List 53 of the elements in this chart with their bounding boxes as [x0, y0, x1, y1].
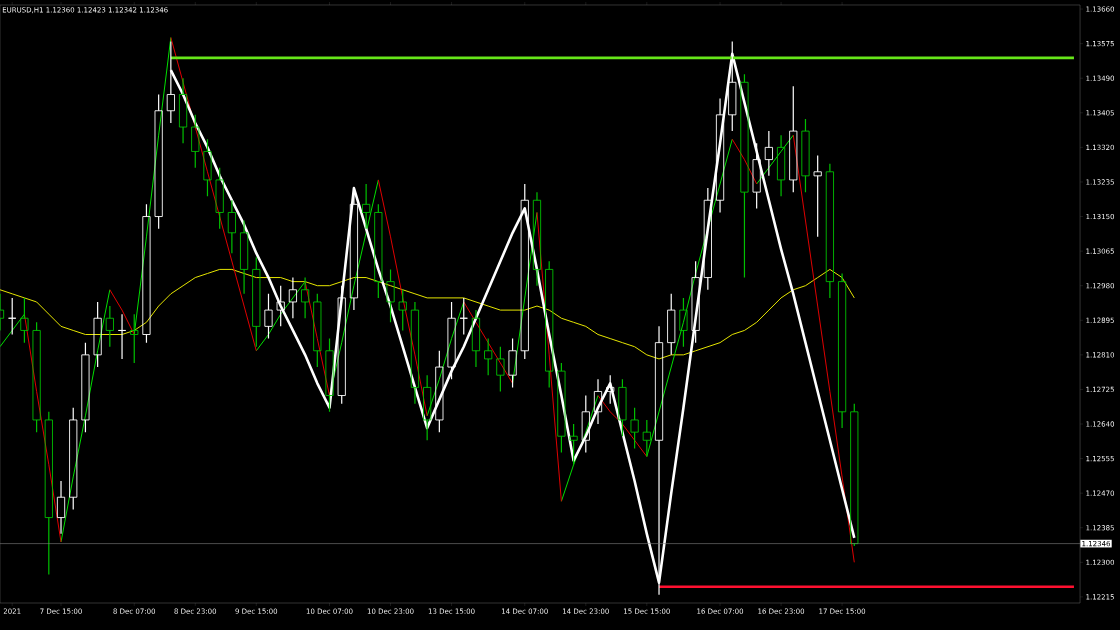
candlestick	[740, 73, 749, 279]
candlestick	[471, 309, 481, 368]
candlestick	[410, 301, 420, 405]
candlestick	[44, 411, 53, 576]
candlestick	[178, 77, 188, 144]
candlestick	[325, 337, 334, 413]
candlestick	[203, 138, 212, 197]
candlestick	[593, 378, 603, 425]
candlestick	[264, 293, 273, 340]
candlestick	[642, 419, 651, 458]
candlestick	[227, 199, 236, 254]
candlestick	[288, 276, 298, 319]
candlestick	[484, 337, 493, 376]
candlestick	[618, 378, 627, 437]
candlestick	[569, 423, 578, 466]
candlestick	[191, 114, 200, 169]
candlestick	[715, 97, 725, 214]
candlestick	[362, 183, 371, 230]
candlestick	[557, 362, 566, 454]
candlestick	[313, 293, 322, 368]
candlestick	[837, 272, 847, 429]
candlestick	[252, 256, 261, 348]
candlestick	[496, 346, 505, 393]
candlestick	[300, 276, 310, 319]
candlestick	[679, 297, 688, 348]
candlestick	[776, 134, 786, 197]
candlestick	[813, 154, 822, 238]
candlestick	[423, 374, 432, 441]
candlestick	[130, 313, 139, 364]
candlestick	[276, 285, 285, 327]
candlestick	[215, 167, 224, 230]
candlestick	[825, 163, 834, 299]
candlestick	[532, 191, 542, 287]
candlestick	[764, 130, 773, 177]
candlestick	[703, 187, 712, 291]
candlestick	[69, 407, 78, 511]
candlestick	[81, 342, 90, 433]
candlestick	[606, 374, 615, 405]
candlestick	[374, 203, 383, 299]
candlestick	[545, 260, 554, 388]
candlestick	[520, 183, 529, 360]
candlestick	[337, 285, 346, 405]
candlestick	[32, 321, 41, 433]
candlestick	[386, 268, 395, 323]
candlestick	[398, 289, 407, 332]
candlestick	[20, 297, 29, 344]
candlestick	[105, 305, 114, 348]
candlestick	[142, 203, 151, 344]
candlestick	[239, 220, 249, 295]
candlestick	[154, 93, 163, 230]
candlestick	[56, 480, 66, 535]
candlestick	[801, 118, 810, 193]
candlestick	[630, 407, 639, 450]
